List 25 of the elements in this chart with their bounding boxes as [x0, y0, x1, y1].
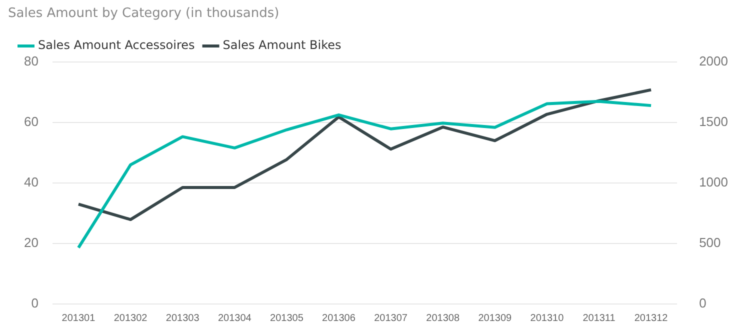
x-tick-label: 201311 — [582, 312, 616, 324]
y-tick-label: 80 — [24, 54, 38, 69]
legend-label: Sales Amount Accessoires — [38, 38, 195, 52]
x-tick-label: 201305 — [270, 312, 304, 324]
x-tick-label: 201306 — [322, 312, 356, 324]
x-tick-label: 201308 — [426, 312, 460, 324]
x-tick-label: 201307 — [374, 312, 408, 324]
x-tick-label: 201309 — [478, 312, 512, 324]
y2-tick-label: 0 — [699, 296, 706, 311]
y2-tick-label: 2000 — [699, 54, 728, 69]
y2-tick-label: 1000 — [699, 174, 728, 190]
y2-tick-label: 500 — [699, 235, 721, 250]
x-tick-label: 201302 — [114, 312, 148, 324]
y-tick-label: 40 — [24, 174, 38, 190]
y2-tick-label: 1500 — [699, 114, 728, 130]
x-tick-label: 201301 — [62, 312, 96, 324]
y-tick-label: 0 — [31, 296, 38, 311]
x-tick-label: 201304 — [218, 312, 252, 324]
y-tick-label: 60 — [24, 114, 38, 130]
x-tick-label: 201310 — [530, 312, 564, 324]
x-tick-label: 201303 — [166, 312, 200, 324]
x-tick-label: 201312 — [634, 312, 668, 324]
legend-label: Sales Amount Bikes — [222, 38, 342, 52]
chart-title: Sales Amount by Category (in thousands) — [8, 6, 280, 21]
y-tick-label: 20 — [24, 235, 38, 250]
